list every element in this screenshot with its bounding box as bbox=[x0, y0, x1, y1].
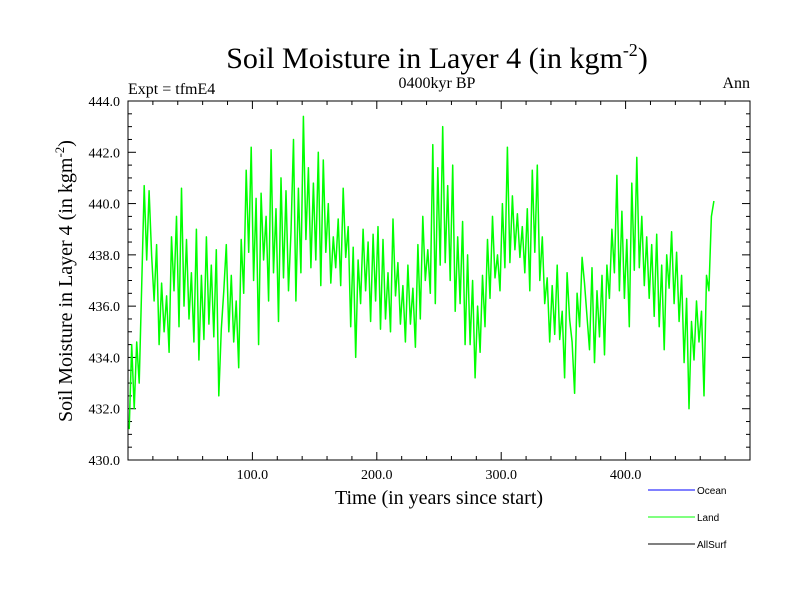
chart-title-close: ) bbox=[638, 42, 648, 75]
chart-title-superscript: -2 bbox=[623, 40, 638, 60]
x-tick-label: 400.0 bbox=[610, 468, 642, 483]
y-tick-label: 436.0 bbox=[89, 300, 121, 315]
x-tick-label: 100.0 bbox=[237, 468, 269, 483]
y-tick-label: 432.0 bbox=[89, 403, 121, 418]
x-axis: 100.0 200.0 300.0 400.0 bbox=[152, 101, 726, 483]
x-tick-label: 300.0 bbox=[485, 468, 517, 483]
legend-label-land: Land bbox=[697, 513, 719, 524]
y-axis-label: Soil Moisture in Layer 4 (in kgm-2) bbox=[52, 140, 77, 422]
series-group bbox=[128, 115, 715, 430]
legend-label-ocean: Ocean bbox=[697, 486, 726, 497]
plot-area: 430.0 432.0 434.0 436.0 438.0 440.0 442.0 444.0… bbox=[89, 95, 751, 483]
series-line-land bbox=[128, 115, 715, 430]
y-axis: 430.0 432.0 434.0 436.0 438.0 440.0 442.0 444.0 bbox=[89, 95, 750, 469]
legend-label-allsurf: AllSurf bbox=[697, 540, 727, 551]
x-axis-label: Time (in years since start) bbox=[335, 487, 543, 509]
y-axis-label-text: Soil Moisture in Layer 4 (in kgm bbox=[55, 157, 77, 422]
season-label: Ann bbox=[722, 75, 750, 92]
chart-title-text: Soil Moisture in Layer 4 (in kgm bbox=[226, 42, 623, 75]
y-tick-label: 434.0 bbox=[89, 351, 121, 366]
y-tick-label: 444.0 bbox=[89, 95, 121, 110]
y-tick-label: 440.0 bbox=[89, 198, 121, 213]
chart-subtitle: 0400kyr BP bbox=[399, 75, 476, 92]
experiment-label: Expt = tfmE4 bbox=[128, 81, 215, 98]
y-tick-label: 438.0 bbox=[89, 249, 121, 264]
legend: Ocean Land AllSurf bbox=[648, 486, 727, 551]
y-axis-label-close: ) bbox=[55, 140, 77, 147]
x-tick-label: 200.0 bbox=[361, 468, 393, 483]
y-axis-label-superscript: -2 bbox=[52, 147, 67, 158]
plot-frame bbox=[127, 100, 751, 461]
y-tick-label: 442.0 bbox=[89, 146, 121, 161]
chart-title: Soil Moisture in Layer 4 (in kgm-2) bbox=[226, 40, 648, 75]
y-tick-label: 430.0 bbox=[89, 454, 121, 469]
